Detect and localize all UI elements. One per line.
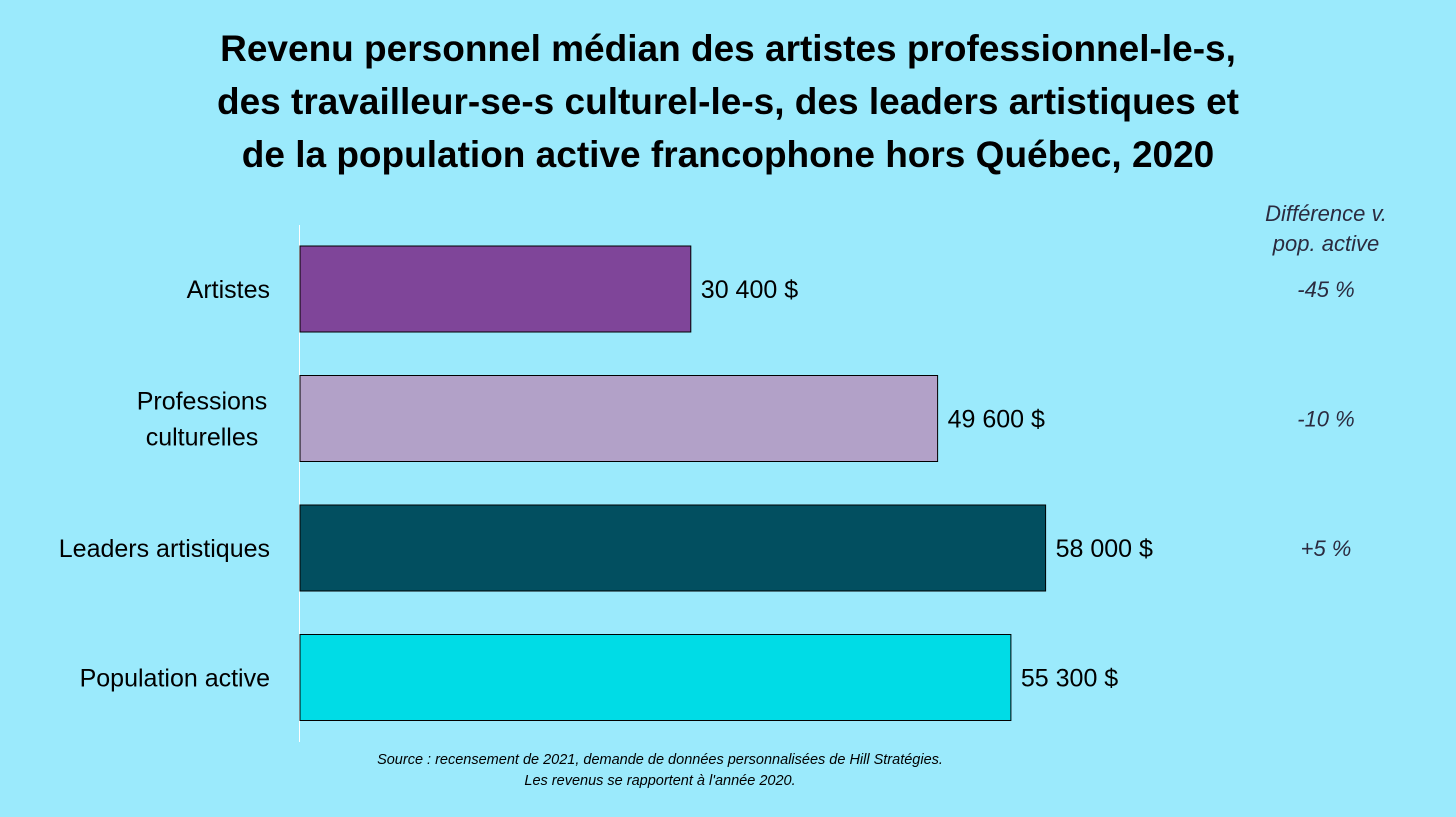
difference-label-2: +5 % <box>1301 536 1352 561</box>
chart-title: Revenu personnel médian des artistes pro… <box>0 22 1456 181</box>
difference-header-line-1: Différence v. <box>1265 201 1387 226</box>
category-label-1-line-0: Professions <box>137 388 268 416</box>
source-line-1: Source : recensement de 2021, demande de… <box>377 752 943 768</box>
chart-title-line-2: des travailleur-se-s culturel-le-s, des … <box>216 81 1240 122</box>
difference-header-line-2: pop. active <box>1272 231 1379 256</box>
bar-0 <box>299 245 692 333</box>
value-label-3: 55 300 $ <box>1021 665 1118 693</box>
category-label-3-line-0: Population active <box>80 665 270 693</box>
difference-label-1: -10 % <box>1297 407 1354 432</box>
category-label-2-line-0: Leaders artistiques <box>59 535 270 563</box>
bar-2 <box>299 504 1047 592</box>
bar-3 <box>299 634 1012 721</box>
source-line-2: Les revenus se rapportent à l'année 2020… <box>524 773 796 789</box>
bars-group: 30 400 $ Artistes -45 % 49 600 $ Professions… <box>59 245 1355 721</box>
chart-title-line-3: de la population active francophone hors… <box>241 134 1215 175</box>
difference-label-0: -45 % <box>1297 277 1354 302</box>
category-label-0-line-0: Artistes <box>187 276 270 304</box>
source-note: Source : recensement de 2021, demande de… <box>0 750 1320 792</box>
bar-1 <box>299 375 939 462</box>
value-label-2: 58 000 $ <box>1056 535 1153 563</box>
value-label-1: 49 600 $ <box>948 406 1045 434</box>
value-label-0: 30 400 $ <box>701 276 798 304</box>
chart-title-line-1: Revenu personnel médian des artistes pro… <box>220 28 1236 69</box>
category-label-1-line-1: culturelles <box>146 424 259 452</box>
